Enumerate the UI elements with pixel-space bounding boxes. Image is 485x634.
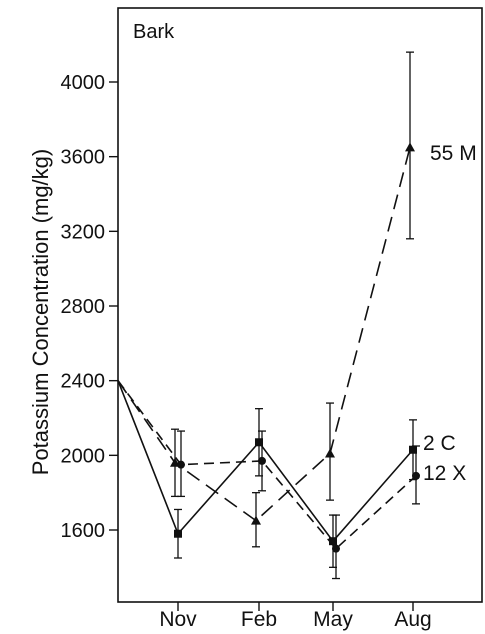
series-line <box>117 147 411 522</box>
data-point <box>412 471 420 480</box>
series-layer: 55 M 2 C 12 X <box>117 51 477 580</box>
data-point <box>325 448 335 458</box>
data-point <box>177 460 185 469</box>
y-ticks: 1600 2000 2400 2800 3200 3600 4000 <box>61 72 118 542</box>
series-label: 55 M <box>430 142 477 165</box>
y-tick-label: 1600 <box>61 520 106 542</box>
data-point <box>251 515 261 525</box>
y-tick-label: 3200 <box>61 221 106 243</box>
series-label: 12 X <box>423 462 466 485</box>
axes <box>117 7 483 603</box>
plot-frame <box>117 7 483 603</box>
series-2-c: 2 C <box>117 380 456 568</box>
data-point <box>255 438 263 447</box>
y-tick-label: 2800 <box>61 296 106 318</box>
x-ticks: Nov Feb May Aug <box>159 602 432 631</box>
y-tick-label: 2400 <box>61 371 106 393</box>
y-tick-label: 4000 <box>61 72 106 94</box>
data-point <box>329 537 337 546</box>
series-55-m: 55 M <box>117 51 477 548</box>
panel-label: Bark <box>133 21 175 43</box>
x-tick-label: Nov <box>159 608 197 631</box>
x-tick-label: May <box>313 608 353 631</box>
x-tick-label: Feb <box>241 608 277 631</box>
y-tick-label: 2000 <box>61 445 106 467</box>
x-tick-label: Aug <box>394 608 431 631</box>
data-point <box>174 529 182 538</box>
data-point <box>258 456 266 465</box>
series-line <box>117 380 417 550</box>
data-point <box>332 544 340 553</box>
series-12-x: 12 X <box>117 380 466 580</box>
data-point <box>409 445 417 454</box>
y-axis-label: Potassium Concentration (mg/kg) <box>28 149 53 475</box>
y-tick-label: 3600 <box>61 147 106 169</box>
series-label: 2 C <box>423 432 456 455</box>
data-point <box>405 142 415 152</box>
